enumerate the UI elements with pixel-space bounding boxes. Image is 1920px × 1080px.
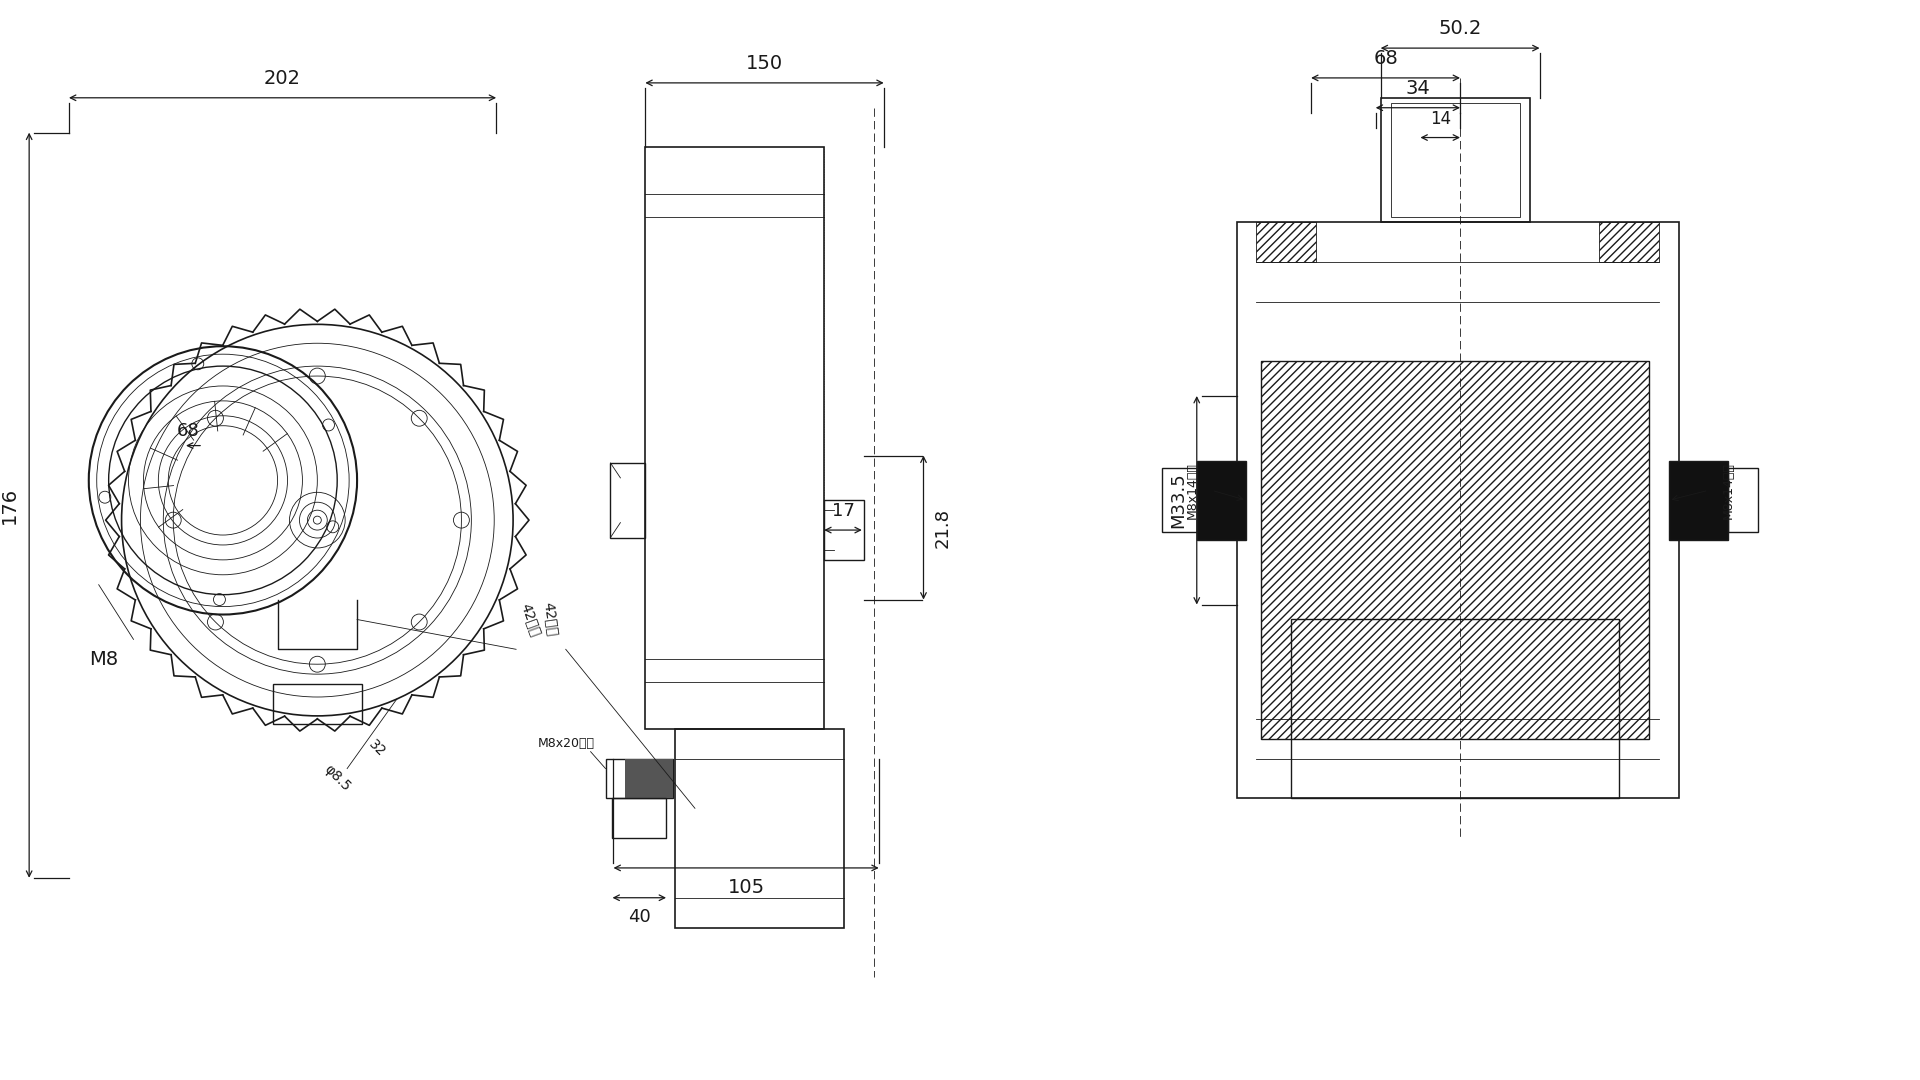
Text: M8: M8 (88, 650, 119, 669)
Text: 42螺钉: 42螺钉 (541, 602, 561, 637)
Bar (612, 798, 666, 838)
Bar (1236, 222, 1678, 798)
Bar (1380, 98, 1530, 222)
Text: 202: 202 (265, 69, 301, 87)
Bar (645, 148, 824, 729)
Bar (1261, 361, 1649, 739)
Text: 68: 68 (177, 421, 200, 440)
Text: 176: 176 (0, 487, 19, 524)
Bar (1196, 460, 1246, 540)
Text: M8x20螺钉: M8x20螺钉 (538, 738, 595, 751)
Text: 150: 150 (747, 54, 783, 73)
Bar (626, 758, 674, 798)
Text: φ8.5: φ8.5 (321, 762, 353, 795)
Bar (676, 729, 845, 928)
Bar (1290, 620, 1619, 798)
Text: 32: 32 (367, 738, 388, 760)
Bar (611, 463, 645, 538)
Text: 50.2: 50.2 (1438, 19, 1482, 38)
Text: 40: 40 (628, 907, 651, 926)
Bar (273, 684, 363, 724)
Text: 68: 68 (1373, 49, 1398, 68)
Bar (1256, 222, 1315, 261)
Bar (824, 500, 864, 559)
Bar (1261, 361, 1649, 739)
Text: 42螺钉: 42螺钉 (518, 600, 543, 638)
Bar (1599, 222, 1659, 261)
Bar (605, 758, 674, 798)
Text: 17: 17 (831, 502, 854, 521)
Bar (1668, 460, 1728, 540)
Text: M33.5: M33.5 (1169, 472, 1187, 528)
Text: M8x14螺钉: M8x14螺钉 (1185, 462, 1198, 518)
Text: 105: 105 (728, 878, 764, 896)
Bar (1390, 103, 1521, 217)
Text: 21.8: 21.8 (933, 508, 952, 548)
Bar (1162, 469, 1196, 532)
Text: M8x14螺钉: M8x14螺钉 (1722, 462, 1736, 518)
Text: 34: 34 (1405, 79, 1430, 98)
Bar (1728, 469, 1759, 532)
Text: 14: 14 (1430, 109, 1452, 127)
